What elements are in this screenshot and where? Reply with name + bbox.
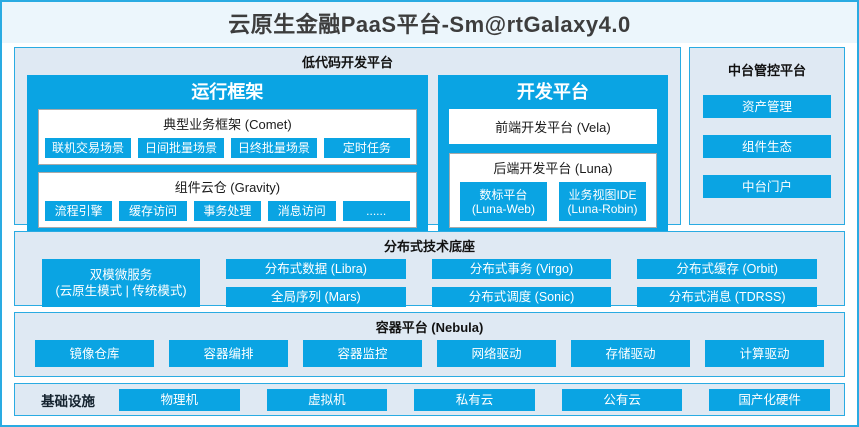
vela-frontend-box: 前端开发平台 (Vela)	[448, 109, 657, 144]
lowcode-platform-panel: 低代码开发平台 运行框架 典型业务框架 (Comet) 联机交易场景 日间批量场…	[14, 47, 681, 237]
lowcode-inner: 运行框架 典型业务框架 (Comet) 联机交易场景 日间批量场景 日终批量场景…	[27, 75, 668, 237]
comet-framework-box: 典型业务框架 (Comet) 联机交易场景 日间批量场景 日终批量场景 定时任务	[38, 109, 417, 165]
chip-luna-robin-line2: (Luna-Robin)	[567, 201, 638, 216]
runtime-framework-group: 运行框架 典型业务框架 (Comet) 联机交易场景 日间批量场景 日终批量场景…	[27, 75, 428, 237]
chip-message-access: 消息访问	[268, 201, 336, 221]
chip-container-orchestration: 容器编排	[169, 340, 288, 367]
chip-luna-web-line1: 数标平台	[479, 187, 528, 202]
distributed-grid: 分布式数据 (Libra) 分布式事务 (Virgo) 分布式缓存 (Orbit…	[226, 259, 817, 307]
dev-platform-title: 开发平台	[516, 82, 589, 102]
infrastructure-panel: 基础设施 物理机 虚拟机 私有云 公有云 国产化硬件	[14, 383, 845, 416]
container-platform-panel: 容器平台 (Nebula) 镜像仓库 容器编排 容器监控 网络驱动 存储驱动 计…	[14, 312, 845, 377]
chip-dual-mode-line1: 双模微服务	[89, 268, 153, 282]
chip-image-registry: 镜像仓库	[35, 340, 154, 367]
gravity-chip-row: 流程引擎 缓存访问 事务处理 消息访问 ......	[45, 201, 410, 221]
chip-distributed-messaging-tdrss: 分布式消息 (TDRSS)	[637, 287, 817, 307]
dev-platform-group: 开发平台 前端开发平台 (Vela) 后端开发平台 (Luna) 数标平台 (L…	[437, 75, 668, 237]
chip-private-cloud: 私有云	[414, 388, 535, 411]
container-platform-title: 容器平台 (Nebula)	[375, 320, 484, 335]
chip-physical-machine: 物理机	[119, 388, 240, 411]
chip-asset-management: 资产管理	[703, 95, 831, 118]
chip-dual-mode-microservices: 双模微服务 (云原生模式 | 传统模式)	[42, 259, 200, 307]
chip-component-ecosystem: 组件生态	[703, 135, 831, 158]
chip-global-sequence-mars: 全局序列 (Mars)	[226, 287, 406, 307]
runtime-framework-title: 运行框架	[191, 82, 264, 102]
chip-online-transaction-scenario: 联机交易场景	[45, 138, 131, 158]
distributed-tech-base-title: 分布式技术底座	[383, 239, 475, 254]
lowcode-platform-label: 低代码开发平台	[301, 55, 393, 70]
chip-luna-web-data-standard-platform: 数标平台 (Luna-Web)	[459, 182, 547, 221]
chip-cache-access: 缓存访问	[119, 201, 187, 221]
chip-more-ellipsis: ......	[342, 201, 410, 221]
chip-transaction-processing: 事务处理	[193, 201, 262, 221]
chip-distributed-data-libra: 分布式数据 (Libra)	[226, 259, 406, 279]
comet-framework-header: 典型业务框架 (Comet)	[163, 117, 292, 132]
middle-platform-mgmt-panel: 中台管控平台 资产管理 组件生态 中台门户	[689, 47, 845, 225]
chip-compute-driver: 计算驱动	[705, 340, 824, 367]
diagram-content: 低代码开发平台 运行框架 典型业务框架 (Comet) 联机交易场景 日间批量场…	[2, 43, 857, 425]
chip-process-engine: 流程引擎	[45, 201, 113, 221]
chip-virtual-machine: 虚拟机	[266, 388, 388, 411]
distributed-tech-base-panel: 分布式技术底座 双模微服务 (云原生模式 | 传统模式) 分布式数据 (Libr…	[14, 231, 845, 307]
chip-distributed-cache-orbit: 分布式缓存 (Orbit)	[637, 259, 817, 279]
middle-platform-mgmt-title: 中台管控平台	[727, 63, 806, 78]
comet-chip-row: 联机交易场景 日间批量场景 日终批量场景 定时任务	[45, 138, 410, 158]
chip-dual-mode-line2: (云原生模式 | 传统模式)	[55, 284, 187, 298]
chip-container-monitoring: 容器监控	[303, 340, 422, 367]
gravity-component-header: 组件云仓 (Gravity)	[174, 180, 281, 195]
container-chip-row: 镜像仓库 容器编排 容器监控 网络驱动 存储驱动 计算驱动	[35, 340, 824, 367]
chip-domestic-hardware: 国产化硬件	[709, 388, 830, 411]
chip-daytime-batch-scenario: 日间批量场景	[137, 138, 224, 158]
chip-middle-platform-portal: 中台门户	[703, 175, 831, 198]
chip-public-cloud: 公有云	[561, 388, 683, 411]
infrastructure-chip-row: 物理机 虚拟机 私有云 公有云 国产化硬件	[119, 388, 830, 411]
chip-eod-batch-scenario: 日终批量场景	[230, 138, 317, 158]
luna-chip-row: 数标平台 (Luna-Web) 业务视图IDE (Luna-Robin)	[456, 182, 650, 221]
infrastructure-label: 基础设施	[41, 393, 95, 409]
luna-backend-box: 后端开发平台 (Luna) 数标平台 (Luna-Web) 业务视图IDE (L…	[448, 153, 657, 228]
luna-backend-header: 后端开发平台 (Luna)	[493, 161, 613, 176]
gravity-component-box: 组件云仓 (Gravity) 流程引擎 缓存访问 事务处理 消息访问 .....…	[38, 172, 417, 228]
page-title: 云原生金融PaaS平台-Sm@rtGalaxy4.0	[2, 2, 857, 43]
chip-luna-robin-line1: 业务视图IDE	[568, 187, 637, 202]
chip-luna-web-line2: (Luna-Web)	[471, 201, 535, 216]
chip-network-driver: 网络驱动	[437, 340, 556, 367]
top-row: 低代码开发平台 运行框架 典型业务框架 (Comet) 联机交易场景 日间批量场…	[14, 47, 845, 237]
chip-storage-driver: 存储驱动	[571, 340, 690, 367]
chip-distributed-transaction-virgo: 分布式事务 (Virgo)	[431, 259, 612, 279]
chip-scheduled-tasks: 定时任务	[323, 138, 410, 158]
distributed-content: 双模微服务 (云原生模式 | 传统模式) 分布式数据 (Libra) 分布式事务…	[42, 259, 817, 307]
chip-distributed-scheduling-sonic: 分布式调度 (Sonic)	[431, 287, 612, 307]
chip-luna-robin-business-view-ide: 业务视图IDE (Luna-Robin)	[558, 182, 646, 221]
